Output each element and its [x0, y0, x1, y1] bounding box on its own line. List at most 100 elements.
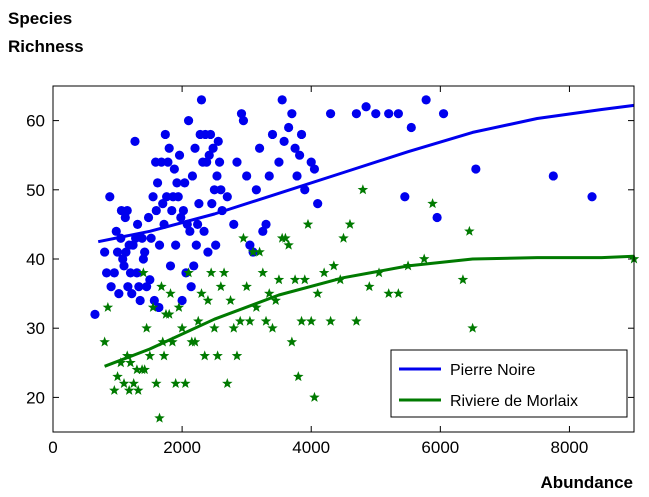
- data-point-circle: [406, 122, 416, 133]
- y-tick-label: 20: [26, 388, 45, 407]
- data-point-circle: [151, 205, 161, 216]
- data-point-star: [196, 288, 207, 299]
- data-point-star: [147, 301, 159, 312]
- y-tick-label: 60: [26, 112, 45, 131]
- data-point-circle: [173, 192, 183, 202]
- data-point-star: [247, 246, 259, 257]
- data-point-circle: [207, 199, 217, 209]
- data-point-circle: [371, 109, 381, 119]
- data-point-circle: [148, 192, 158, 202]
- data-point-star: [393, 288, 404, 299]
- data-point-star: [115, 357, 127, 368]
- data-point-circle: [169, 164, 179, 174]
- data-point-star: [305, 315, 317, 326]
- data-point-circle: [213, 136, 223, 146]
- data-point-star: [138, 267, 149, 278]
- data-point-star: [267, 322, 278, 333]
- series-points-1: [99, 184, 640, 423]
- y-tick-label: 40: [26, 250, 45, 269]
- data-point-star: [218, 267, 230, 278]
- y-axis-label-line1: Species: [8, 9, 72, 28]
- axes-group: 0 2000 4000 6000 8000 20 30 40 50 60: [26, 86, 634, 457]
- data-point-circle: [236, 109, 247, 119]
- data-point-star: [309, 391, 320, 402]
- data-point-star: [231, 350, 243, 361]
- data-point-circle: [132, 219, 143, 229]
- data-point-circle: [245, 240, 255, 250]
- data-point-circle: [196, 95, 207, 105]
- data-point-circle: [109, 268, 119, 278]
- data-point-circle: [111, 226, 121, 236]
- data-point-star: [296, 315, 307, 326]
- data-point-star: [357, 184, 369, 195]
- data-point-star: [167, 336, 178, 347]
- data-point-star: [225, 295, 236, 305]
- x-tick-label: 0: [48, 438, 57, 457]
- data-point-star: [141, 322, 152, 333]
- y-tick-label: 50: [26, 181, 45, 200]
- data-point-star: [254, 246, 265, 257]
- data-point-circle: [277, 95, 287, 105]
- plot-frame: [52, 85, 635, 433]
- data-point-circle: [204, 150, 214, 160]
- data-point-circle: [211, 240, 221, 250]
- data-point-star: [241, 281, 252, 292]
- data-point-star: [158, 350, 170, 361]
- data-point-star: [467, 322, 478, 333]
- x-tick-label: 4000: [292, 438, 330, 457]
- data-point-circle: [261, 219, 271, 229]
- data-point-star: [193, 315, 204, 326]
- data-point-circle: [135, 295, 145, 306]
- data-point-star: [154, 412, 165, 423]
- data-point-star: [99, 336, 110, 347]
- data-point-circle: [112, 247, 123, 257]
- data-point-circle: [238, 116, 249, 126]
- data-point-star: [202, 295, 214, 305]
- data-point-star: [260, 315, 272, 326]
- data-point-star: [199, 350, 210, 361]
- data-point-circle: [254, 143, 265, 153]
- data-point-circle: [295, 150, 305, 160]
- data-point-circle: [432, 212, 442, 223]
- data-point-circle: [296, 129, 307, 140]
- data-point-circle: [194, 199, 204, 209]
- x-tick-label: 8000: [551, 438, 589, 457]
- data-point-circle: [191, 240, 201, 250]
- data-point-star: [228, 322, 239, 333]
- data-point-star: [156, 281, 167, 292]
- data-point-circle: [222, 192, 232, 202]
- x-axis-label: Abundance: [540, 473, 633, 492]
- data-point-star: [125, 357, 136, 368]
- data-point-circle: [143, 212, 154, 223]
- data-point-circle: [393, 109, 403, 119]
- data-point-star: [118, 378, 130, 389]
- data-point-circle: [209, 185, 219, 195]
- y-axis-label-line2: Richness: [8, 37, 84, 56]
- data-point-star: [257, 267, 269, 278]
- legend: Pierre Noire Riviere de Morlaix: [390, 349, 628, 418]
- data-point-circle: [290, 143, 300, 153]
- data-point-circle: [90, 309, 100, 319]
- data-point-star: [364, 281, 375, 292]
- data-point-circle: [325, 109, 336, 119]
- data-point-star: [251, 301, 262, 312]
- data-point-circle: [165, 261, 176, 271]
- data-point-circle: [114, 289, 124, 299]
- data-point-circle: [274, 157, 284, 167]
- data-point-star: [289, 274, 301, 285]
- data-point-star: [328, 260, 340, 271]
- data-point-circle: [146, 233, 156, 243]
- data-point-circle: [138, 254, 148, 264]
- data-point-star: [283, 239, 294, 250]
- data-point-circle: [154, 302, 164, 313]
- data-point-circle: [190, 143, 200, 153]
- data-point-circle: [267, 129, 278, 140]
- data-point-star: [123, 384, 135, 395]
- data-point-star: [418, 253, 430, 264]
- data-point-circle: [140, 247, 150, 257]
- data-point-circle: [149, 295, 159, 306]
- data-point-circle: [186, 282, 196, 292]
- series-fit-line-1: [104, 254, 635, 368]
- data-point-circle: [384, 109, 394, 119]
- data-point-circle: [152, 178, 163, 188]
